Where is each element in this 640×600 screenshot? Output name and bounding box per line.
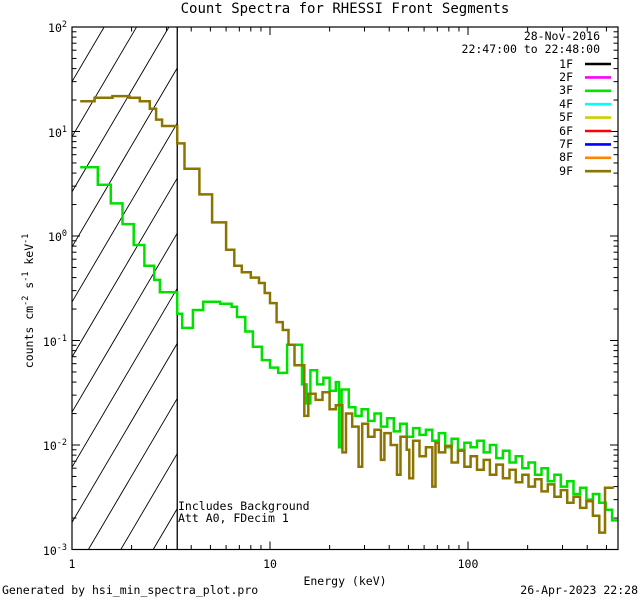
y-tick-label: 10-1	[42, 333, 67, 349]
legend-label-8F: 8F	[559, 150, 573, 165]
x-tick-label: 1	[68, 557, 76, 571]
plot-frame	[71, 26, 619, 551]
hatch-region	[72, 27, 178, 550]
x-tick-label: 10	[263, 557, 277, 571]
legend-label-3F: 3F	[559, 83, 573, 98]
y-tick-label: 101	[48, 124, 67, 140]
series-9F-line	[80, 94, 614, 534]
x-tick-label: 100	[457, 557, 479, 571]
y-tick-label: 10-3	[42, 542, 67, 558]
series-3F-line	[80, 165, 618, 522]
footer-timestamp: 26-Apr-2023 22:28	[520, 583, 638, 597]
note-includes-background: Includes Background	[178, 499, 310, 513]
y-tick-label: 102	[48, 20, 67, 35]
legend-label-2F: 2F	[559, 69, 573, 84]
y-tick-label: 10-2	[42, 438, 67, 453]
legend-label-4F: 4F	[559, 96, 573, 111]
axis-ticks	[71, 26, 618, 550]
legend-label-6F: 6F	[559, 123, 573, 138]
observation-date: 28-Nov-2016	[523, 29, 600, 43]
legend-label-1F: 1F	[559, 56, 573, 71]
legend-label-9F: 9F	[559, 163, 573, 178]
footer-generator: Generated by hsi_min_spectra_plot.pro	[2, 583, 259, 597]
x-axis-title: Energy (keV)	[303, 574, 387, 588]
y-axis-title: counts cm-2 s-1 keV-1	[21, 233, 36, 369]
chart-title: Count Spectra for RHESSI Front Segments	[180, 1, 510, 17]
legend-label-5F: 5F	[559, 110, 573, 125]
observation-time-range: 22:47:00 to 22:48:00	[461, 42, 600, 56]
note-attenuator-state: Att A0, FDecim 1	[178, 511, 289, 525]
legend-label-7F: 7F	[559, 136, 573, 151]
y-tick-label: 100	[48, 229, 67, 244]
